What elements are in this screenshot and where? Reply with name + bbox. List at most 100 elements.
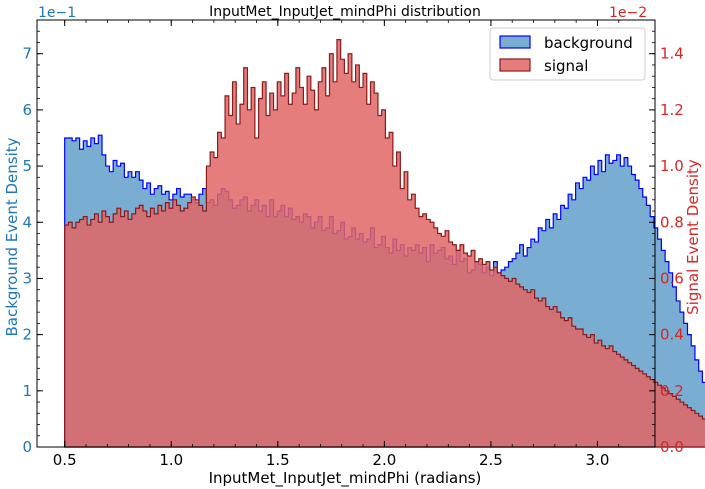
signal-bin xyxy=(497,273,501,447)
y-left-tick-label: 1 xyxy=(22,382,32,400)
signal-bin xyxy=(568,318,572,447)
y-right-tick-label: 0.4 xyxy=(660,326,684,344)
signal-bin xyxy=(557,312,561,447)
signal-bin xyxy=(233,82,237,447)
signal-bin xyxy=(300,87,304,447)
signal-bin xyxy=(162,211,166,447)
signal-bin xyxy=(270,93,274,447)
y-left-tick-label: 7 xyxy=(22,45,32,63)
signal-bin xyxy=(165,203,169,447)
signal-bin xyxy=(113,214,117,447)
signal-bin xyxy=(527,292,531,447)
signal-bin xyxy=(688,408,692,447)
signal-bin xyxy=(139,205,143,447)
signal-bin xyxy=(516,284,520,447)
signal-bin xyxy=(266,116,270,447)
signal-bin xyxy=(292,93,296,447)
signal-bin xyxy=(639,371,643,447)
signal-bin xyxy=(221,138,225,447)
plot-axes: 0.5 1.0 1.5 2.0 2.5 3.0 0 1 2 3 4 5 6 7 0.0 0.2 0.4 0.6 0.… xyxy=(22,19,684,469)
signal-bin xyxy=(449,242,453,447)
signal-bin xyxy=(699,416,703,447)
signal-bin xyxy=(408,200,412,447)
signal-bin xyxy=(311,90,315,447)
signal-bin xyxy=(247,110,251,447)
signal-bin xyxy=(412,194,416,447)
signal-bin xyxy=(426,219,430,447)
signal-bin xyxy=(632,366,636,447)
y-left-tick-label: 4 xyxy=(22,213,32,231)
legend-swatch-signal xyxy=(499,58,531,72)
y-left-tick-label: 5 xyxy=(22,157,32,175)
x-tick-label: 3.0 xyxy=(586,451,610,469)
signal-bin xyxy=(87,225,91,447)
signal-bin xyxy=(136,208,140,447)
y-right-tick-label: 1.0 xyxy=(660,157,684,175)
signal-bin xyxy=(76,222,80,447)
signal-bin xyxy=(80,219,84,447)
signal-bin xyxy=(210,152,214,447)
signal-bin xyxy=(352,82,356,447)
legend-swatch-background xyxy=(499,35,531,49)
signal-bin xyxy=(553,307,557,447)
y-right-tick-label: 0.2 xyxy=(660,382,684,400)
x-tick-label: 1.0 xyxy=(159,451,183,469)
signal-bin xyxy=(109,222,113,447)
y-left-tick-label: 2 xyxy=(22,326,32,344)
signal-bin xyxy=(359,87,363,447)
signal-bin xyxy=(259,99,263,447)
signal-bin xyxy=(106,217,110,447)
signal-bin xyxy=(475,262,479,447)
signal-bin xyxy=(318,82,322,447)
signal-bin xyxy=(218,132,222,447)
signal-bin xyxy=(482,264,486,447)
signal-bin xyxy=(333,82,337,447)
signal-bin xyxy=(523,290,527,447)
signal-bin xyxy=(546,307,550,447)
signal-bin xyxy=(460,245,464,447)
signal-bin xyxy=(389,132,393,447)
signal-bin xyxy=(471,250,475,447)
signal-bin xyxy=(605,349,609,447)
signal-bin xyxy=(654,382,658,447)
signal-bin xyxy=(464,253,468,447)
y-right-offset-text: 1e−2 xyxy=(609,5,647,21)
signal-bin xyxy=(255,138,259,447)
signal-bin xyxy=(400,189,404,447)
x-tick-label: 0.5 xyxy=(53,451,77,469)
signal-bin xyxy=(195,200,199,447)
signal-bin xyxy=(341,59,345,447)
signal-bin xyxy=(150,208,154,447)
signal-bin xyxy=(512,278,516,447)
signal-fill xyxy=(64,39,705,447)
signal-bin xyxy=(371,82,375,447)
y-right-tick-label: 1.2 xyxy=(660,101,684,119)
signal-bin xyxy=(441,236,445,447)
y-left-axis-label: Background Event Density xyxy=(3,137,21,336)
signal-bin xyxy=(303,104,307,447)
signal-bin xyxy=(296,68,300,447)
signal-bin xyxy=(434,228,438,447)
y-left-tick-label: 3 xyxy=(22,269,32,287)
signal-bin xyxy=(154,214,158,447)
signal-bin xyxy=(188,203,192,447)
signal-bin xyxy=(613,351,617,447)
signal-bin xyxy=(356,65,360,447)
signal-bin xyxy=(602,346,606,447)
signal-bin xyxy=(561,318,565,447)
signal-bin xyxy=(91,219,95,447)
signal-bin xyxy=(415,208,419,447)
y-right-axis-label: Signal Event Density xyxy=(684,159,702,315)
signal-bin xyxy=(83,217,87,447)
signal-bin xyxy=(591,335,595,447)
signal-bin xyxy=(479,259,483,447)
signal-bin xyxy=(695,413,699,447)
signal-bin xyxy=(102,211,106,447)
signal-bin xyxy=(646,377,650,447)
signal-bin xyxy=(617,354,621,447)
x-tick-label: 1.5 xyxy=(266,451,290,469)
chart-title: InputMet_InputJet_mindPhi distribution xyxy=(209,4,481,20)
y-right-tick-label: 1.4 xyxy=(660,45,684,63)
signal-bin xyxy=(184,208,188,447)
signal-bin xyxy=(285,73,289,447)
